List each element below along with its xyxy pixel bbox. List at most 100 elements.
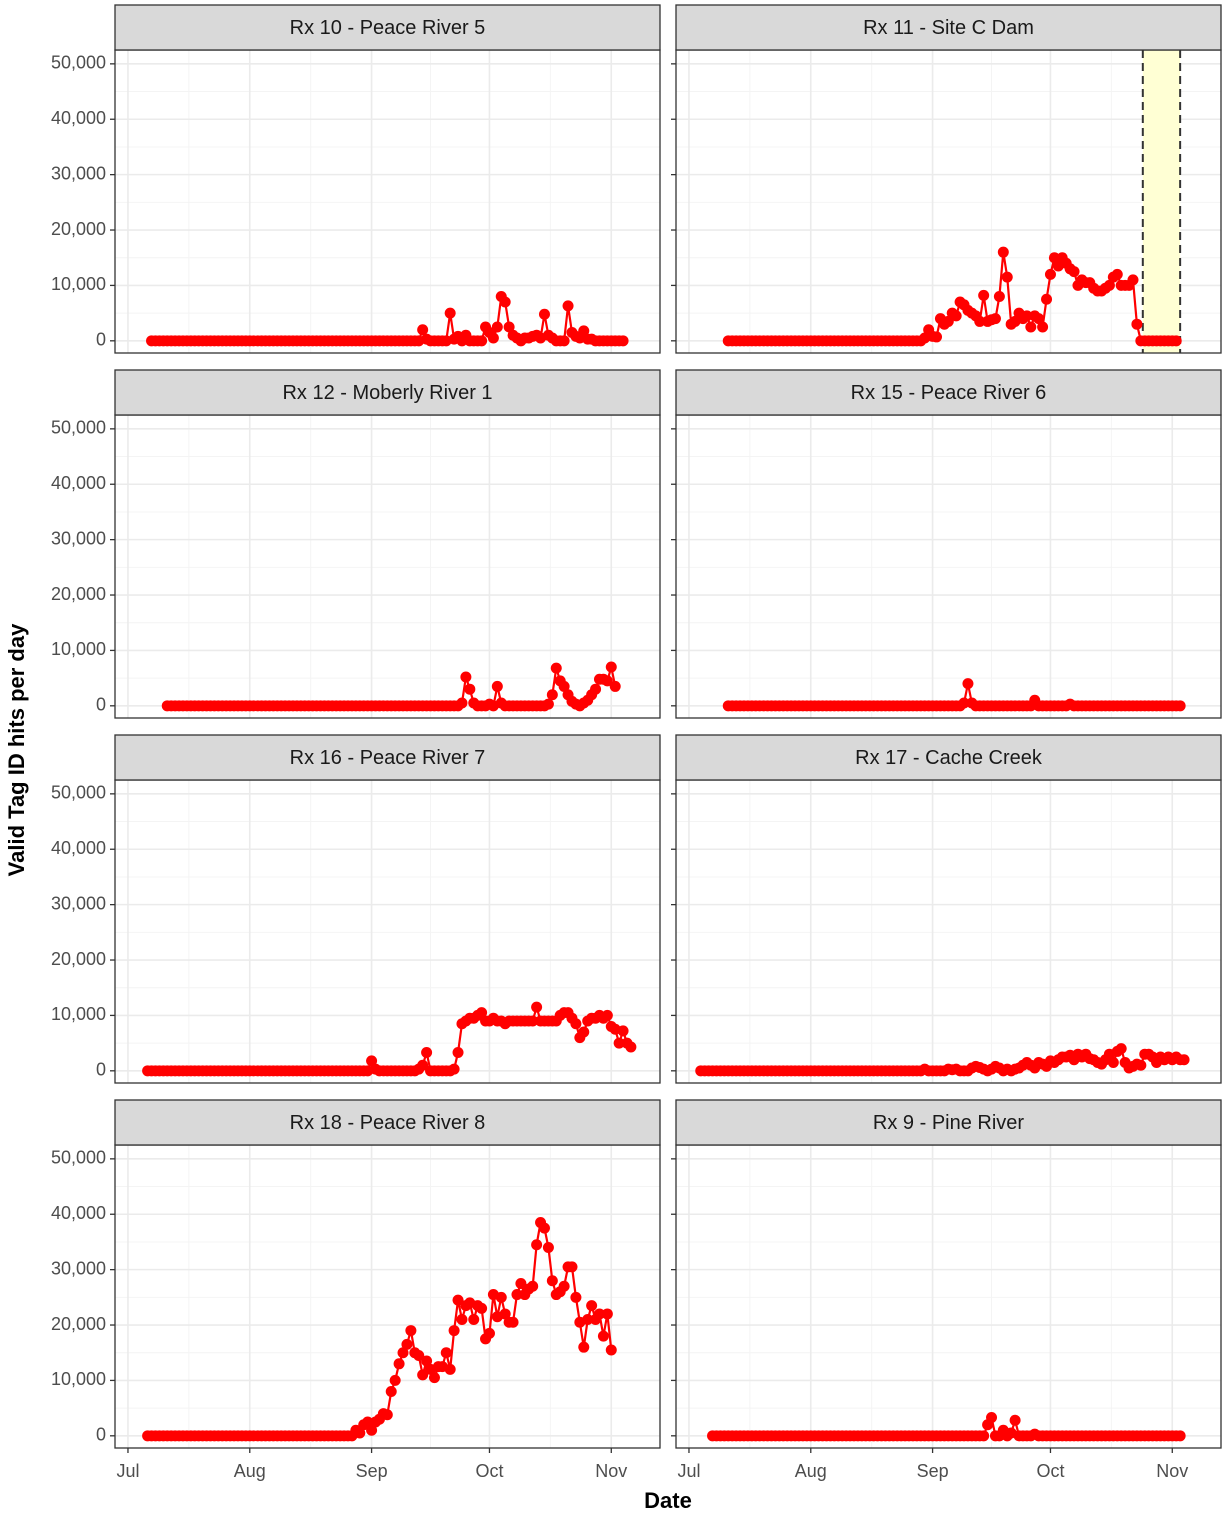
data-point <box>958 697 970 709</box>
data-point <box>601 1009 613 1021</box>
data-point <box>354 1427 366 1439</box>
data-point <box>1111 268 1123 280</box>
data-point <box>1021 310 1033 322</box>
data-point <box>1068 266 1080 278</box>
data-point <box>542 698 554 710</box>
data-point <box>605 661 617 673</box>
data-point <box>1170 335 1182 347</box>
panel-background <box>676 50 1221 353</box>
data-point <box>401 1338 413 1350</box>
data-point <box>550 662 562 674</box>
data-point <box>393 1358 405 1370</box>
data-point <box>460 671 472 683</box>
panel-background <box>115 1145 660 1448</box>
data-point <box>1178 1054 1190 1066</box>
data-point <box>531 1001 543 1013</box>
data-point <box>558 680 570 692</box>
y-tick-label: 20,000 <box>51 584 106 604</box>
data-point <box>1174 1430 1186 1442</box>
data-point <box>476 1007 488 1019</box>
x-tick-label: Aug <box>795 1461 827 1481</box>
strip <box>114 369 661 416</box>
data-point <box>570 1018 582 1030</box>
y-tick-label: 0 <box>96 1425 106 1445</box>
data-point <box>1115 1043 1127 1055</box>
data-point <box>613 1037 625 1049</box>
data-point <box>942 315 954 327</box>
data-point <box>601 1308 613 1320</box>
data-point <box>515 1277 527 1289</box>
data-point <box>974 315 986 327</box>
data-point <box>566 1261 578 1273</box>
strip-title: Rx 11 - Site C Dam <box>863 17 1034 39</box>
strip-title: Rx 17 - Cache Creek <box>855 747 1043 769</box>
data-point <box>546 689 558 701</box>
data-point <box>586 1300 598 1312</box>
data-point <box>578 1026 590 1038</box>
data-point <box>499 296 511 308</box>
y-tick-label: 50,000 <box>51 783 106 803</box>
data-point <box>362 1416 374 1428</box>
y-tick-label: 40,000 <box>51 838 106 858</box>
data-point <box>1033 313 1045 325</box>
strip-title: Rx 10 - Peace River 5 <box>290 17 486 39</box>
data-point <box>507 1316 519 1328</box>
y-tick-label: 40,000 <box>51 473 106 493</box>
data-point <box>993 290 1005 302</box>
y-tick-label: 50,000 <box>51 418 106 438</box>
y-tick-label: 30,000 <box>51 528 106 548</box>
data-point <box>950 310 962 322</box>
x-axis-title: Date <box>644 1488 692 1513</box>
data-point <box>1135 1059 1147 1071</box>
data-point <box>582 1313 594 1325</box>
data-point <box>476 335 488 347</box>
data-point <box>1127 274 1139 286</box>
data-point <box>538 308 550 320</box>
data-point <box>527 1015 539 1027</box>
data-point <box>476 1302 488 1314</box>
data-point <box>578 325 590 337</box>
data-point <box>499 1308 511 1320</box>
data-point <box>456 1313 468 1325</box>
data-point <box>448 1325 460 1337</box>
data-point <box>1025 321 1037 333</box>
data-point <box>495 1291 507 1303</box>
data-point <box>448 1063 460 1075</box>
panel-background <box>115 50 660 353</box>
y-tick-label: 0 <box>96 1060 106 1080</box>
data-point <box>1037 321 1049 333</box>
strip <box>675 369 1222 416</box>
x-tick-label: Sep <box>917 1461 949 1481</box>
data-point <box>562 300 574 312</box>
y-tick-label: 10,000 <box>51 639 106 659</box>
data-point <box>397 1347 409 1359</box>
strip <box>675 1099 1222 1146</box>
data-point <box>389 1374 401 1386</box>
data-point <box>1103 279 1115 291</box>
data-point <box>578 1341 590 1353</box>
panel-background <box>115 780 660 1083</box>
x-tick-label: Oct <box>475 1461 503 1481</box>
strip <box>675 734 1222 781</box>
y-tick-label: 50,000 <box>51 53 106 73</box>
strip-title: Rx 18 - Peace River 8 <box>290 1112 486 1134</box>
y-tick-label: 50,000 <box>51 1148 106 1168</box>
data-point <box>444 307 456 319</box>
data-point <box>546 1275 558 1287</box>
data-point <box>366 1424 378 1436</box>
strip-title: Rx 12 - Moberly River 1 <box>282 382 492 404</box>
y-tick-label: 20,000 <box>51 949 106 969</box>
data-point <box>601 675 613 687</box>
y-tick-label: 10,000 <box>51 1369 106 1389</box>
data-point <box>511 1289 523 1301</box>
y-tick-label: 20,000 <box>51 219 106 239</box>
data-point <box>625 1041 637 1053</box>
data-point <box>590 683 602 695</box>
data-point <box>558 335 570 347</box>
data-point <box>1107 1057 1119 1069</box>
data-point <box>542 1241 554 1253</box>
data-point <box>468 1313 480 1325</box>
data-point <box>405 1325 417 1337</box>
panel-background <box>676 1145 1221 1448</box>
